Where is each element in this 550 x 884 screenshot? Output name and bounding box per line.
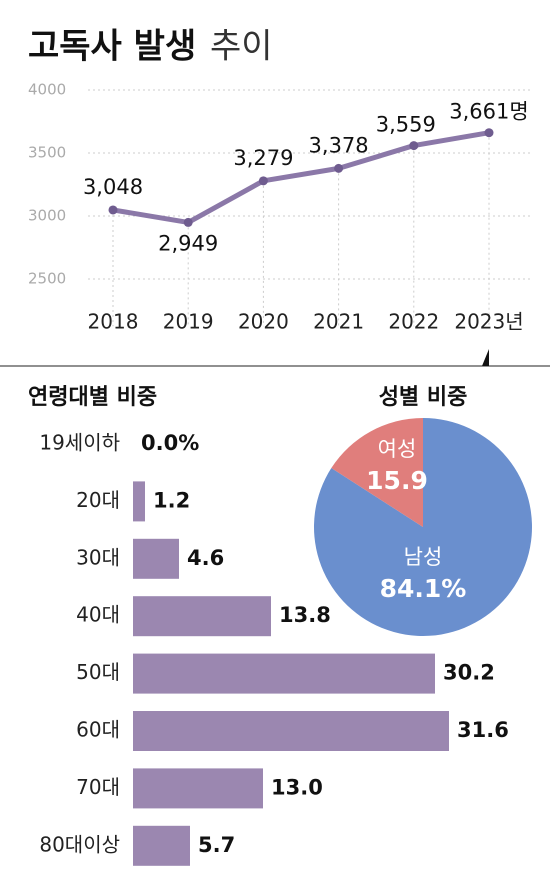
bar	[133, 653, 435, 694]
point	[334, 163, 344, 173]
divider-marker	[482, 349, 489, 366]
x-tick-label: 2019	[163, 310, 214, 334]
y-tick-label: 2500	[28, 270, 66, 288]
bar	[133, 768, 263, 809]
value-label: 3,661명	[449, 100, 528, 124]
category-label: 40대	[76, 603, 120, 627]
title: 고독사 발생	[28, 27, 196, 67]
line	[112, 130, 490, 225]
point	[409, 141, 419, 151]
bar	[133, 596, 271, 637]
value-label: 31.6	[457, 718, 509, 742]
x-tick-label: 2020	[238, 310, 289, 334]
category-label: 20대	[76, 488, 120, 512]
subtitle: 추이	[210, 27, 273, 67]
bar	[133, 538, 179, 579]
value-label: 30.2	[443, 661, 495, 685]
point	[258, 176, 268, 186]
category-label: 30대	[76, 545, 120, 569]
value-label: 0.0%	[141, 431, 199, 455]
y-tick-label: 4000	[28, 81, 66, 99]
value-label: 3,559	[376, 113, 436, 137]
x-tick-label: 2021	[313, 310, 364, 334]
value-label: 4.6	[187, 546, 224, 570]
category-label: 19세이하	[39, 431, 120, 455]
bar	[133, 711, 449, 751]
slice-label: 남성	[404, 545, 443, 569]
point	[183, 217, 193, 227]
x-tick-label: 2022	[388, 310, 439, 334]
value-label: 1.2	[153, 488, 190, 512]
pie-title: 성별 비중	[379, 385, 468, 410]
value-label: 13.8	[279, 603, 331, 627]
x-tick-label: 2023년	[454, 310, 523, 334]
value-label: 5.7	[198, 833, 235, 857]
value-label: 3,279	[233, 146, 293, 170]
category-label: 70대	[76, 775, 120, 799]
point	[484, 128, 494, 138]
y-tick-label: 3500	[28, 144, 66, 162]
y-tick-label: 3000	[28, 207, 66, 225]
bar	[133, 825, 190, 866]
category-label: 60대	[76, 718, 120, 742]
value-label: 3,378	[309, 133, 369, 157]
category-label: 80대이상	[39, 832, 120, 856]
value-label: 3,048	[83, 175, 143, 199]
slice-value: 84.1%	[380, 574, 467, 603]
value-label: 2,949	[158, 231, 218, 255]
category-label: 50대	[76, 660, 120, 684]
x-tick-label: 2018	[88, 310, 139, 334]
bar	[133, 481, 145, 522]
bar-title: 연령대별 비중	[28, 385, 157, 410]
pie-slice	[331, 418, 423, 527]
value-label: 13.0	[271, 775, 323, 799]
point	[108, 205, 118, 215]
slice-label: 여성	[378, 437, 417, 461]
slice-value: 15.9	[366, 466, 428, 495]
